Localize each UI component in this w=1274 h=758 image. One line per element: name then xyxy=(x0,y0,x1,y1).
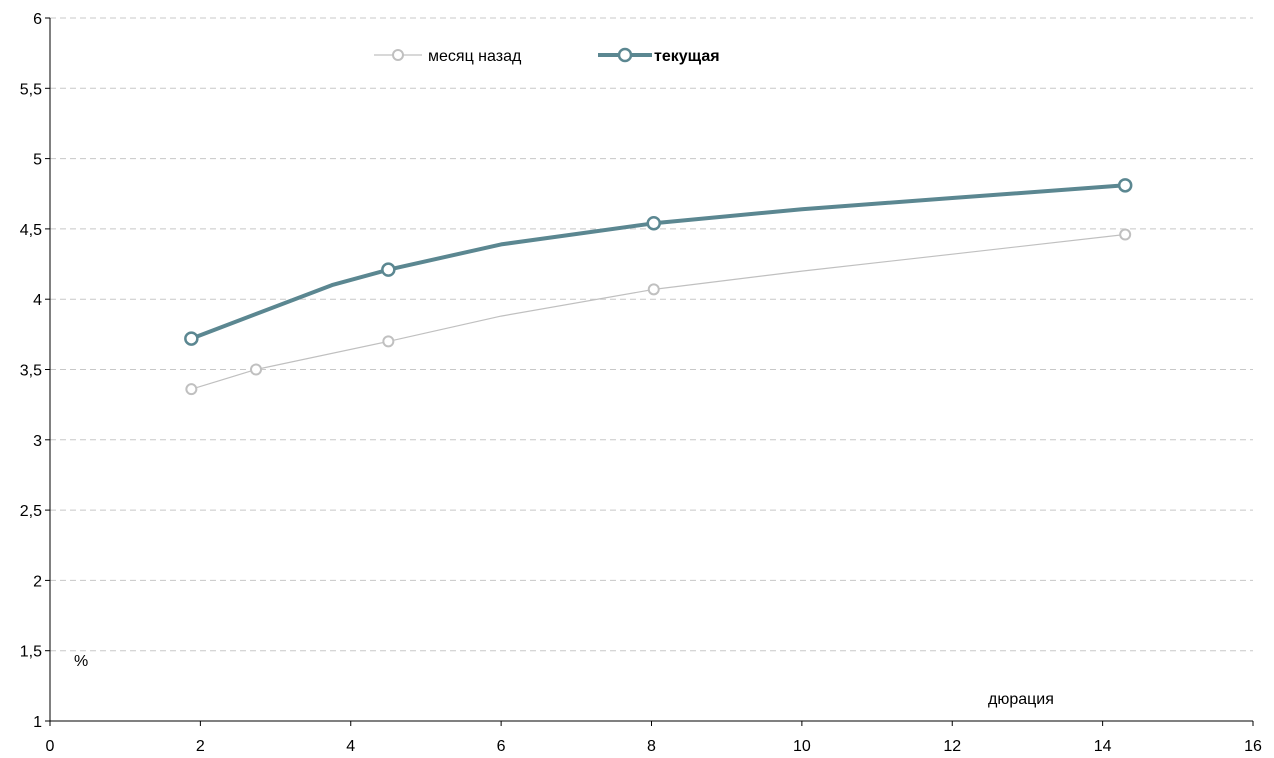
series-line-1 xyxy=(189,183,1128,341)
legend-marker-month-ago xyxy=(392,49,404,61)
y-tick-label-7: 4,5 xyxy=(20,222,42,239)
legend-item-current: текущая xyxy=(598,47,720,65)
x-tick-label-6: 12 xyxy=(943,738,961,755)
y-tick-label-2: 2 xyxy=(33,573,42,590)
legend-item-month-ago: месяц назад xyxy=(374,48,522,65)
x-tick-label-2: 4 xyxy=(346,738,355,755)
x-tick-labels: 0 2 4 6 8 10 12 14 16 xyxy=(46,738,1262,755)
series-1-point-1 xyxy=(381,262,396,277)
grid-lines xyxy=(50,17,1253,652)
y-tick-label-10: 6 xyxy=(33,11,42,28)
x-tick-label-5: 10 xyxy=(793,738,811,755)
y-tick-label-8: 5 xyxy=(33,152,42,169)
legend: месяц назад текущая xyxy=(374,47,720,65)
y-tick-label-4: 3 xyxy=(33,433,42,450)
series-0-point-4 xyxy=(1119,228,1132,241)
y-tick-label-1: 1,5 xyxy=(20,644,42,661)
series-0-point-2 xyxy=(382,335,395,348)
series-1-point-0 xyxy=(184,331,199,346)
y-tick-labels: 1 1,5 2 2,5 3 3,5 4 4,5 5 5,5 6 xyxy=(20,11,42,731)
y-tick-label-5: 3,5 xyxy=(20,363,42,380)
x-tick-label-3: 6 xyxy=(497,738,506,755)
legend-label-month-ago: месяц назад xyxy=(428,48,522,65)
series-1-point-2 xyxy=(646,216,662,231)
x-tick-label-4: 8 xyxy=(647,738,656,755)
series-lines xyxy=(189,183,1128,390)
series-0-point-0 xyxy=(185,383,198,396)
y-tick-label-3: 2,5 xyxy=(20,503,42,520)
series-1-point-3 xyxy=(1117,178,1133,193)
x-tick-label-1: 2 xyxy=(196,738,205,755)
axes xyxy=(45,17,1254,726)
y-axis-unit-label: % xyxy=(74,653,88,670)
x-tick-label-8: 16 xyxy=(1244,738,1262,755)
series-line-0 xyxy=(190,233,1126,390)
y-tick-label-9: 5,5 xyxy=(20,81,42,98)
series-0-point-1 xyxy=(250,363,263,376)
series-0-point-3 xyxy=(647,283,660,296)
legend-marker-current xyxy=(617,47,633,63)
legend-label-current: текущая xyxy=(654,48,720,65)
x-tick-label-7: 14 xyxy=(1094,738,1112,755)
x-axis-title: дюрация xyxy=(988,691,1054,708)
y-tick-label-0: 1 xyxy=(33,714,42,731)
series-markers xyxy=(184,178,1133,396)
x-tick-label-0: 0 xyxy=(46,738,55,755)
y-tick-label-6: 4 xyxy=(33,292,42,309)
